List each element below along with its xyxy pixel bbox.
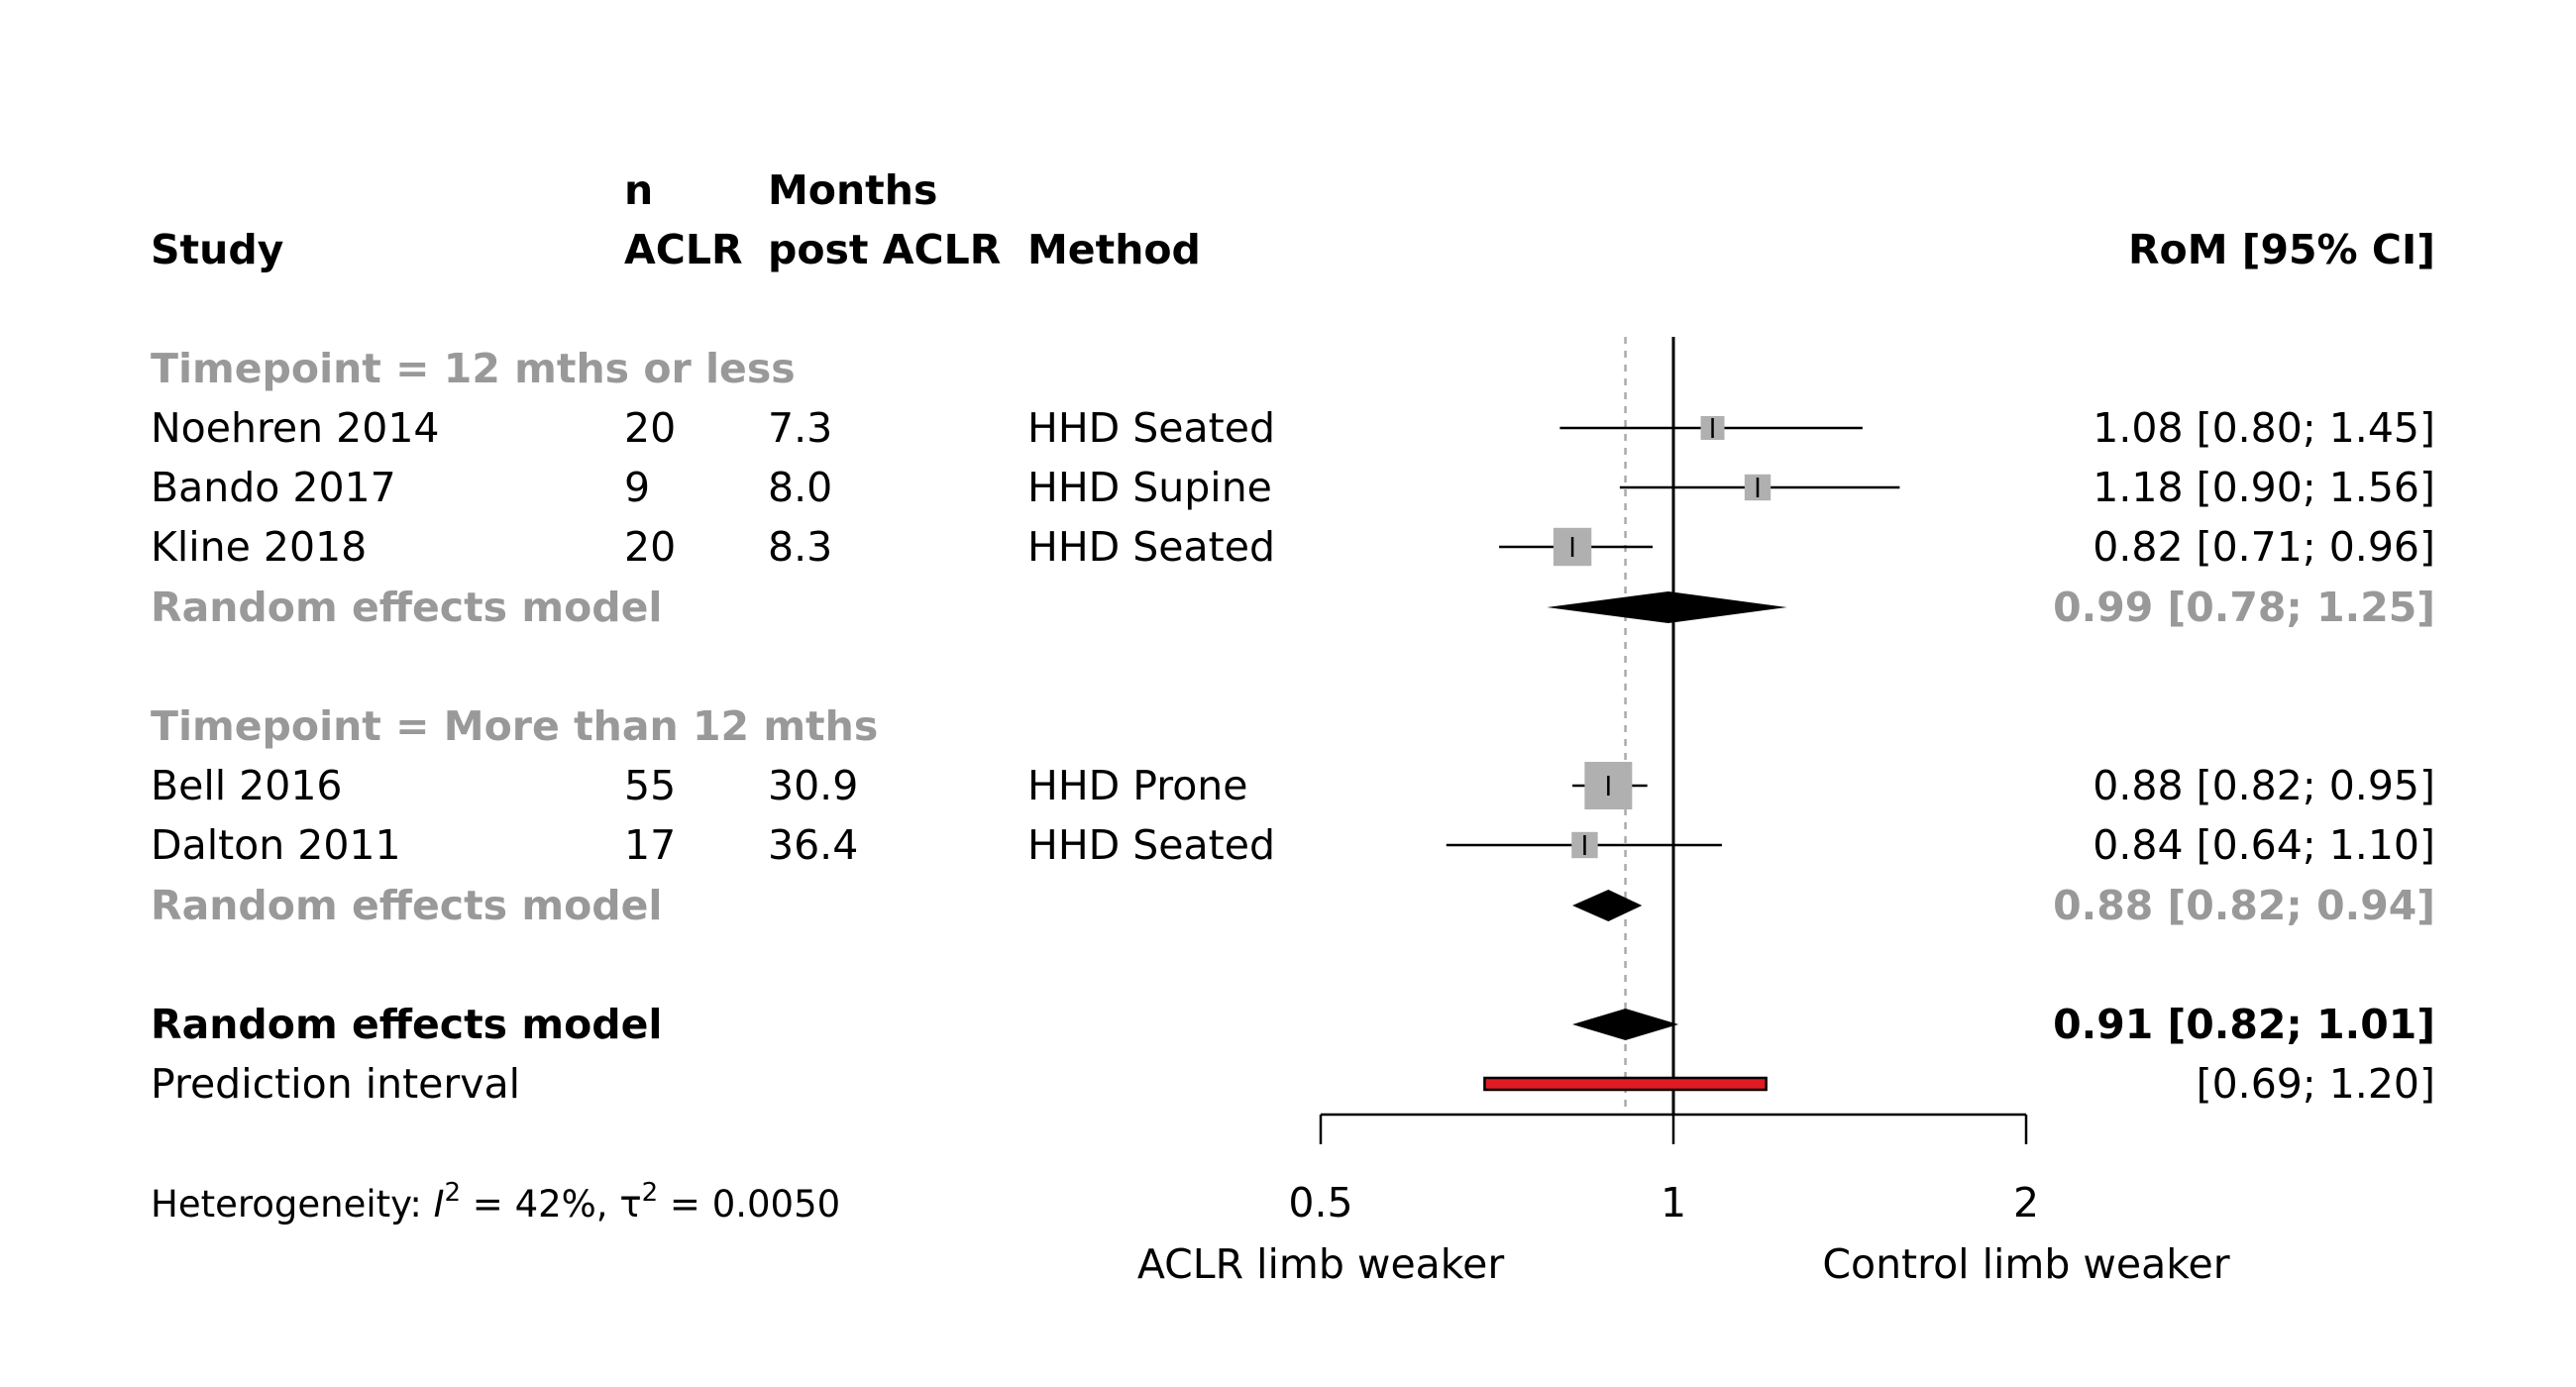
subgroup-1-model-label: Random effects model xyxy=(151,584,662,631)
header-study: Study xyxy=(151,226,283,273)
prediction-interval-ci-text: [0.69; 1.20] xyxy=(2197,1060,2435,1108)
study-months: 7.3 xyxy=(768,404,832,452)
header-n-line1: n xyxy=(624,166,653,214)
study-n: 55 xyxy=(624,762,676,809)
subgroup-model-diamond xyxy=(1572,890,1643,921)
header-n-line2: ACLR xyxy=(624,226,743,273)
study-label: Noehren 2014 xyxy=(151,404,440,452)
study-n: 20 xyxy=(624,523,676,571)
header-months-line2: post ACLR xyxy=(768,226,1001,273)
header-estimate: RoM [95% CI] xyxy=(2128,226,2435,273)
x-axis-label-right: Control limb weaker xyxy=(1822,1240,2229,1288)
subgroup-2-label: Timepoint = More than 12 mths xyxy=(151,702,878,750)
prediction-interval-label: Prediction interval xyxy=(151,1060,520,1108)
subgroup-model-diamond xyxy=(1547,591,1787,623)
study-n: 20 xyxy=(624,404,676,452)
study-method: HHD Seated xyxy=(1027,821,1275,869)
study-label: Bando 2017 xyxy=(151,464,396,511)
overall-model-ci-text: 0.91 [0.82; 1.01] xyxy=(2053,1001,2435,1048)
study-n: 17 xyxy=(624,821,676,869)
study-method: HHD Seated xyxy=(1027,523,1275,571)
study-method: HHD Prone xyxy=(1027,762,1248,809)
study-months: 8.0 xyxy=(768,464,832,511)
x-axis-tick-label: 0.5 xyxy=(1288,1179,1352,1227)
x-axis-tick-label: 2 xyxy=(2013,1179,2039,1227)
overall-model-label: Random effects model xyxy=(151,1001,662,1048)
study-label: Dalton 2011 xyxy=(151,821,401,869)
study-months: 36.4 xyxy=(768,821,858,869)
prediction-interval-bar xyxy=(1483,1076,1768,1092)
x-axis-tick-label: 1 xyxy=(1661,1179,1686,1227)
heterogeneity-text: Heterogeneity: I2 = 42%, τ2 = 0.0050 xyxy=(151,1178,840,1226)
study-ci-text: 1.08 [0.80; 1.45] xyxy=(2093,404,2435,452)
study-label: Kline 2018 xyxy=(151,523,367,571)
study-months: 8.3 xyxy=(768,523,832,571)
subgroup-1-model-ci-text: 0.99 [0.78; 1.25] xyxy=(2053,584,2435,631)
study-ci-text: 0.82 [0.71; 0.96] xyxy=(2093,523,2435,571)
study-label: Bell 2016 xyxy=(151,762,343,809)
subgroup-2-model-label: Random effects model xyxy=(151,882,662,929)
study-ci-text: 1.18 [0.90; 1.56] xyxy=(2093,464,2435,511)
subgroup-2-model-ci-text: 0.88 [0.82; 0.94] xyxy=(2053,882,2435,929)
study-ci-text: 0.88 [0.82; 0.95] xyxy=(2093,762,2435,809)
x-axis-label-left: ACLR limb weaker xyxy=(1137,1240,1504,1288)
study-method: HHD Supine xyxy=(1027,464,1272,511)
subgroup-1-label: Timepoint = 12 mths or less xyxy=(151,345,796,392)
header-method: Method xyxy=(1027,226,1201,273)
header-months-line1: Months xyxy=(768,166,937,214)
study-method: HHD Seated xyxy=(1027,404,1275,452)
study-months: 30.9 xyxy=(768,762,858,809)
study-ci-text: 0.84 [0.64; 1.10] xyxy=(2093,821,2435,869)
overall-model-diamond xyxy=(1572,1009,1679,1040)
study-n: 9 xyxy=(624,464,650,511)
plot-marks: 0.5 1 2 xyxy=(1288,337,2039,1227)
